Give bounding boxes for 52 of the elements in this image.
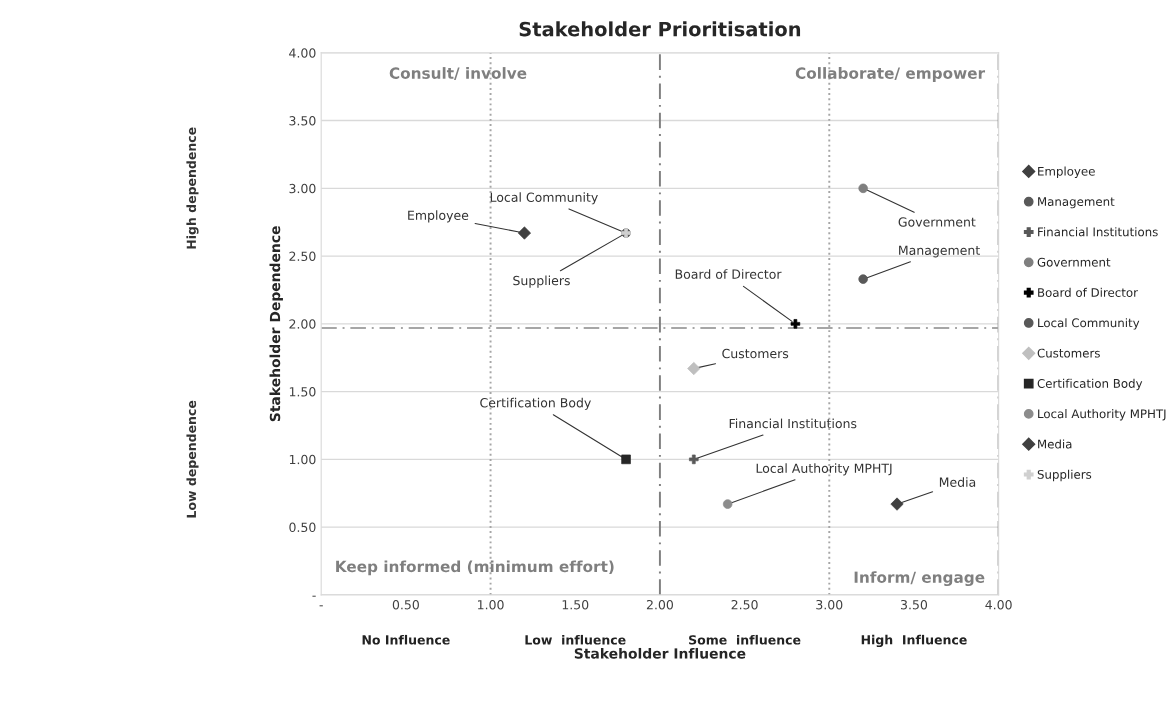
- text: Customers: [722, 348, 789, 359]
- legend-label: Local Authority MPHTJ: [1038, 409, 1166, 421]
- x-tick-label: 3.00: [816, 599, 843, 610]
- text: Employee: [408, 210, 469, 223]
- legend-label: Local Community: [1038, 318, 1140, 330]
- legend-label: Employee: [1038, 166, 1095, 178]
- annotation: Keep informed (minimum effort): [336, 560, 614, 576]
- x-tick-label: 2.50: [731, 599, 758, 610]
- text: Board of Director: [675, 269, 782, 279]
- x-tick-label: 2.00: [646, 599, 674, 610]
- text: No Influence: [362, 634, 450, 645]
- annotation: Consult/ involve: [389, 67, 527, 81]
- chart-title: Stakeholder Prioritisation: [519, 21, 801, 37]
- text: Suppliers: [513, 275, 570, 288]
- y-tick-label: 4.00: [289, 48, 316, 58]
- annotation: Collaborate/ empower: [795, 67, 986, 82]
- x-tick-label: 1.50: [562, 599, 589, 610]
- y-tick-label: 3.00: [289, 183, 316, 194]
- y-tick-label: 1.00: [289, 454, 316, 465]
- legend-label: Financial Institutions: [1038, 227, 1158, 237]
- text: Management: [899, 245, 980, 258]
- text: High dependence: [186, 127, 199, 249]
- x-axis-title: Stakeholder Influence: [574, 647, 746, 659]
- x-tick-label: 3.50: [901, 599, 928, 610]
- text: Local Authority MPHTJ: [756, 463, 892, 476]
- text: Some influence: [689, 634, 801, 645]
- legend-label: Media: [1038, 439, 1072, 449]
- y-tick-label: 0.50: [289, 522, 316, 533]
- y-tick-label: 2.50: [289, 251, 316, 262]
- x-tick-label: 0.50: [392, 599, 419, 610]
- text: Media: [939, 477, 976, 487]
- y-tick-label: -: [312, 595, 316, 597]
- annotation: Inform/ engage: [854, 571, 985, 587]
- text: High Influence: [861, 634, 967, 648]
- y-tick-label: 1.50: [289, 387, 316, 397]
- y-tick-label: 3.50: [289, 116, 316, 126]
- x-tick-label: 1.00: [478, 599, 504, 610]
- text: Low dependence: [186, 400, 199, 518]
- legend-label: Government: [1037, 257, 1111, 267]
- text: Financial Institutions: [729, 418, 857, 429]
- x-tick-label: 4.00: [985, 599, 1012, 610]
- legend-label: Certification Body: [1037, 378, 1143, 391]
- text: Certification Body: [480, 397, 591, 410]
- text: Low influence: [525, 634, 626, 645]
- legend-label: Customers: [1037, 348, 1100, 358]
- legend-label: Board of Director: [1038, 287, 1138, 297]
- text: Government: [898, 217, 976, 227]
- text: Local Community: [490, 192, 598, 205]
- y-tick-label: 2.00: [289, 319, 316, 329]
- y-axis-title: Stakeholder Dependence: [269, 226, 283, 422]
- legend-label: Suppliers: [1037, 469, 1092, 482]
- legend-label: Management: [1038, 197, 1115, 209]
